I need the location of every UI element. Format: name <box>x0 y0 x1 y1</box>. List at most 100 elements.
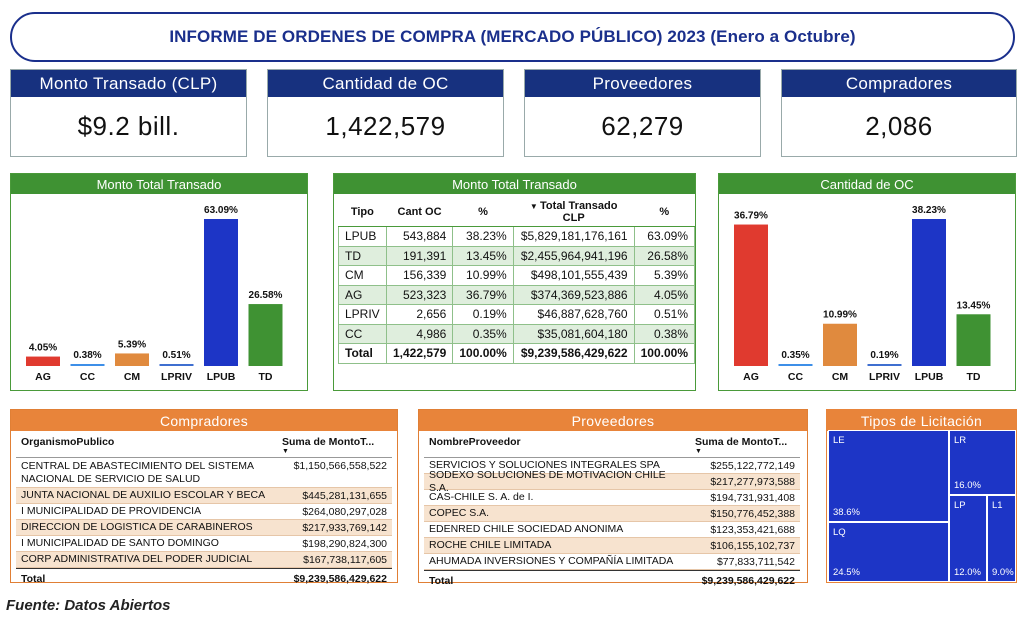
proveedores-table[interactable]: NombreProveedor Suma de MontoT... ▼ SERV… <box>424 432 800 590</box>
compradores-rows: CENTRAL DE ABASTECIMIENTO DEL SISTEMA NA… <box>16 458 392 568</box>
col-header-pct-transado[interactable]: % <box>634 198 695 227</box>
chart-cantidad-oc-panel[interactable]: Cantidad de OC 36.79% AG 0.35% CC 10.99% CM 0.… <box>718 173 1016 391</box>
list-item[interactable]: I MUNICIPALIDAD DE SANTO DOMINGO $198,290… <box>16 536 392 552</box>
list-item[interactable]: DIRECCION DE LOGISTICA DE CARABINEROS $21… <box>16 520 392 536</box>
kpi-proveedores[interactable]: Proveedores 62,279 <box>524 69 761 157</box>
table-body: LPUB 543,884 38.23% $5,829,181,176,161 63.09… <box>338 226 696 364</box>
chart-monto-total-panel[interactable]: Monto Total Transado 4.05% AG 0.38% CC 5.39%… <box>10 173 308 391</box>
list-item-name: ROCHE CHILE LIMITADA <box>429 539 552 551</box>
col-header-total-transado-label: Total Transado CLP <box>540 200 618 224</box>
list-item[interactable]: COPEC S.A. $150,776,452,388 <box>424 506 800 522</box>
kpi-monto-transado[interactable]: Monto Transado (CLP) $9.2 bill. <box>10 69 247 157</box>
table-row[interactable]: CM 156,339 10.99% $498,101,555,439 5.39% <box>338 265 696 286</box>
treemap-pct: 12.0% <box>954 567 981 578</box>
col-header-cant-oc[interactable]: Cant OC <box>386 198 453 227</box>
table-row[interactable]: LPUB 543,884 38.23% $5,829,181,176,161 63.09… <box>338 226 696 247</box>
table-row[interactable]: CC 4,986 0.35% $35,081,604,180 0.38% <box>338 323 696 344</box>
list-item[interactable]: CORP ADMINISTRATIVA DEL PODER JUDICIAL $1… <box>16 552 392 568</box>
proveedores-header-row: NombreProveedor Suma de MontoT... ▼ <box>424 432 800 458</box>
list-item-name: I MUNICIPALIDAD DE PROVIDENCIA <box>21 505 202 517</box>
treemap-cell-lq[interactable]: LQ 24.5% <box>828 522 949 582</box>
tick-label: TD <box>967 371 981 383</box>
bar-lpriv[interactable] <box>867 364 902 366</box>
list-item-value: $123,353,421,688 <box>710 523 795 536</box>
col-header-organismo[interactable]: OrganismoPublico <box>21 436 115 448</box>
col-header-suma-monto-label: Suma de MontoT... <box>282 436 375 448</box>
col-header-suma-monto[interactable]: Suma de MontoT... ▼ <box>695 436 795 455</box>
list-item[interactable]: SODEXO SOLUCIONES DE MOTIVACION CHILE S.… <box>424 469 800 494</box>
col-header-pct-oc[interactable]: % <box>452 198 514 227</box>
compradores-table[interactable]: OrganismoPublico Suma de MontoT... ▼ CEN… <box>16 432 392 588</box>
table-cell: $2,455,964,941,196 <box>512 245 635 266</box>
table-cell: 36.79% <box>452 284 514 305</box>
col-header-tipo[interactable]: Tipo <box>338 198 387 227</box>
col-header-total-transado[interactable]: ▼ Total Transado CLP <box>513 198 635 227</box>
tick-label: CC <box>788 371 804 383</box>
proveedores-total-row: Total $9,239,586,429,622 <box>424 570 800 590</box>
bar-cm[interactable] <box>115 353 149 366</box>
list-item-value: $77,833,711,542 <box>716 555 795 568</box>
table-cell: 10.99% <box>452 265 514 286</box>
treemap-cell-l1[interactable]: L1 9.0% <box>987 495 1016 582</box>
table-total-cell: $9,239,586,429,622 <box>512 343 635 364</box>
bar-ag[interactable] <box>734 224 768 366</box>
bar-cm[interactable] <box>823 323 857 366</box>
list-item-value: $217,277,973,588 <box>710 475 795 488</box>
proveedores-panel[interactable]: Proveedores NombreProveedor Suma de Mont… <box>418 409 808 587</box>
table-monto-total-panel[interactable]: Monto Total Transado Tipo Cant OC % ▼ To… <box>333 173 696 391</box>
list-item-name: I MUNICIPALIDAD DE SANTO DOMINGO <box>21 537 219 549</box>
treemap-pct: 24.5% <box>833 567 860 578</box>
kpi-compradores[interactable]: Compradores 2,086 <box>781 69 1017 157</box>
list-item[interactable]: CENTRAL DE ABASTECIMIENTO DEL SISTEMA NA… <box>16 458 392 488</box>
bar-cc[interactable] <box>778 364 813 366</box>
bar-lpriv[interactable] <box>159 364 194 366</box>
list-item-value: $106,155,102,737 <box>710 539 795 552</box>
list-item[interactable]: I MUNICIPALIDAD DE PROVIDENCIA $264,080,2… <box>16 504 392 520</box>
bar-td[interactable] <box>956 314 991 366</box>
compradores-panel[interactable]: Compradores OrganismoPublico Suma de Mon… <box>10 409 398 585</box>
bar-lpub[interactable] <box>912 219 946 366</box>
table-header-row: Tipo Cant OC % ▼ Total Transado CLP % <box>338 198 695 227</box>
data-label: 0.38% <box>73 350 101 361</box>
licitacion-treemap[interactable]: LE 38.6% LQ 24.5% LR 16.0% LP 12.0% L1 9… <box>828 430 1016 582</box>
treemap-label: L1 <box>992 500 1003 511</box>
list-item-name: JUNTA NACIONAL DE AUXILIO ESCOLAR Y BECA <box>21 489 266 501</box>
list-item[interactable]: JUNTA NACIONAL DE AUXILIO ESCOLAR Y BECA… <box>16 488 392 504</box>
treemap-cell-lr[interactable]: LR 16.0% <box>949 430 1016 495</box>
list-item-value: $255,122,772,149 <box>710 459 795 472</box>
table-row[interactable]: TD 191,391 13.45% $2,455,964,941,196 26.58% <box>338 245 696 266</box>
treemap-cell-le[interactable]: LE 38.6% <box>828 430 949 522</box>
table-cell: LPRIV <box>338 304 387 325</box>
list-item[interactable]: EDENRED CHILE SOCIEDAD ANONIMA $123,353,4… <box>424 522 800 538</box>
treemap-cell-lp[interactable]: LP 12.0% <box>949 495 987 582</box>
data-label: 0.19% <box>870 350 898 361</box>
list-item[interactable]: ROCHE CHILE LIMITADA $106,155,102,737 <box>424 538 800 554</box>
treemap-label: LQ <box>833 527 846 538</box>
treemap-label: LE <box>833 435 845 446</box>
list-item-name: CORP ADMINISTRATIVA DEL PODER JUDICIAL <box>21 553 253 565</box>
monto-total-table[interactable]: Tipo Cant OC % ▼ Total Transado CLP % LP… <box>338 198 696 364</box>
chart-cantidad-oc[interactable]: 36.79% AG 0.35% CC 10.99% CM 0.19% LPRIV 38.23% L… <box>719 194 1014 389</box>
list-item[interactable]: CAS-CHILE S. A. de I. $194,731,931,408 <box>424 490 800 506</box>
tick-label: LPRIV <box>161 371 192 383</box>
col-header-nombre-proveedor[interactable]: NombreProveedor <box>429 436 521 448</box>
bar-cc[interactable] <box>70 364 105 366</box>
col-header-suma-monto[interactable]: Suma de MontoT... ▼ <box>282 436 387 455</box>
bar-lpub[interactable] <box>204 219 238 366</box>
bar-ag[interactable] <box>26 356 60 366</box>
list-item-name: CAS-CHILE S. A. de I. <box>429 491 534 503</box>
table-cell: $5,829,181,176,161 <box>512 226 635 247</box>
bar-td[interactable] <box>248 304 283 366</box>
table-row[interactable]: AG 523,323 36.79% $374,369,523,886 4.05% <box>338 284 696 305</box>
report-title-bar: INFORME DE ORDENES DE COMPRA (MERCADO PÚ… <box>10 12 1015 62</box>
kpi-value: $9.2 bill. <box>77 111 180 141</box>
list-item[interactable]: SERVICIOS Y SOLUCIONES INTEGRALES SPA $25… <box>424 458 800 474</box>
list-item-name: AHUMADA INVERSIONES Y COMPAÑÍA LIMITADA <box>429 555 674 567</box>
table-row[interactable]: LPRIV 2,656 0.19% $46,887,628,760 0.51% <box>338 304 696 325</box>
kpi-cantidad-oc[interactable]: Cantidad de OC 1,422,579 <box>267 69 504 157</box>
table-cell: 2,656 <box>385 304 454 325</box>
chart-monto-total[interactable]: 4.05% AG 0.38% CC 5.39% CM 0.51% LPRIV 63.09% LPU… <box>11 194 306 389</box>
list-item[interactable]: AHUMADA INVERSIONES Y COMPAÑÍA LIMITADA $… <box>424 554 800 570</box>
data-label: 5.39% <box>118 339 146 350</box>
kpi-label: Compradores <box>782 70 1016 97</box>
